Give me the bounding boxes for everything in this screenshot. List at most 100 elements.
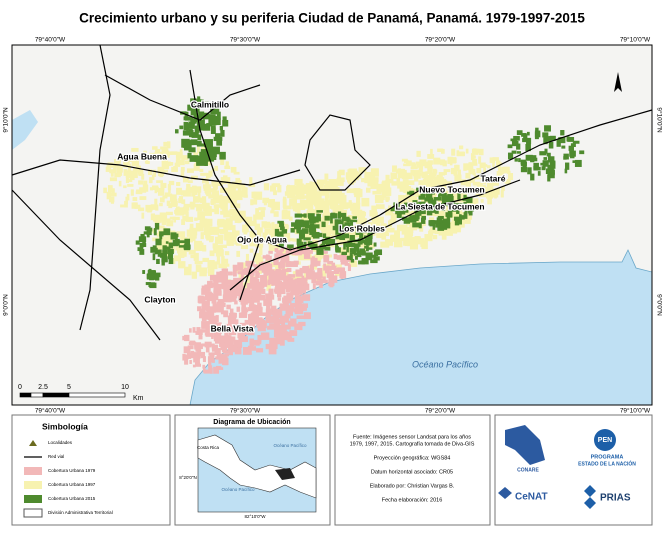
- urban-patch: [234, 347, 242, 355]
- urban-patch: [154, 275, 160, 281]
- urban-patch: [501, 174, 505, 182]
- urban-patch: [242, 309, 249, 313]
- urban-patch: [159, 233, 163, 240]
- urban-patch: [144, 226, 151, 231]
- legend-title: Simbología: [42, 421, 88, 431]
- urban-patch: [167, 184, 172, 191]
- urban-patch: [201, 313, 207, 322]
- urban-patch: [139, 250, 145, 255]
- urban-patch: [213, 366, 220, 374]
- urban-patch: [396, 208, 400, 213]
- urban-patch: [279, 338, 285, 346]
- urban-patch: [418, 196, 426, 200]
- coord-label: 79°20'0"W: [425, 407, 456, 415]
- urban-patch: [324, 193, 329, 200]
- urban-patch: [211, 347, 216, 352]
- urban-patch: [152, 253, 156, 261]
- urban-patch: [199, 168, 204, 173]
- urban-patch: [437, 192, 441, 198]
- urban-patch: [414, 192, 422, 198]
- urban-patch: [255, 241, 264, 248]
- urban-patch: [382, 228, 387, 232]
- urban-patch: [278, 262, 285, 269]
- urban-patch: [227, 184, 237, 189]
- urban-patch: [298, 222, 305, 228]
- urban-patch: [269, 344, 275, 348]
- urban-patch: [460, 186, 466, 193]
- urban-patch: [223, 311, 229, 318]
- urban-patch: [347, 264, 351, 272]
- urban-patch: [178, 261, 186, 269]
- urban-patch: [162, 195, 166, 199]
- urban-patch: [358, 260, 365, 265]
- urban-patch: [183, 346, 191, 354]
- urban-patch: [189, 328, 192, 333]
- urban-patch: [186, 352, 192, 359]
- urban-patch: [441, 194, 447, 201]
- urban-patch: [236, 250, 241, 257]
- urban-patch: [373, 242, 377, 247]
- logo-text: CeNAT: [515, 492, 548, 503]
- urban-patch: [208, 325, 213, 331]
- urban-patch: [276, 310, 283, 319]
- urban-patch: [309, 264, 315, 271]
- urban-patch: [217, 218, 225, 228]
- urban-patch: [153, 228, 157, 236]
- urban-patch: [522, 138, 528, 143]
- urban-patch: [286, 267, 292, 272]
- urban-patch: [332, 232, 336, 238]
- urban-patch: [200, 211, 206, 219]
- urban-patch: [556, 139, 561, 147]
- urban-patch: [341, 251, 347, 256]
- urban-patch: [544, 136, 552, 142]
- urban-patch: [353, 188, 361, 195]
- urban-patch: [414, 215, 419, 221]
- urban-patch: [192, 327, 196, 333]
- urban-patch: [204, 291, 212, 301]
- urban-patch: [289, 330, 298, 336]
- urban-patch: [463, 212, 468, 219]
- urban-patch: [226, 239, 232, 246]
- urban-patch: [176, 231, 186, 238]
- urban-patch: [175, 129, 179, 134]
- urban-patch: [400, 209, 406, 215]
- urban-patch: [429, 210, 435, 213]
- urban-patch: [197, 191, 201, 199]
- urban-patch: [407, 191, 413, 195]
- urban-patch: [428, 217, 435, 223]
- urban-patch: [143, 180, 148, 185]
- urban-patch: [465, 148, 469, 154]
- urban-patch: [568, 145, 574, 151]
- urban-patch: [169, 194, 177, 202]
- urban-patch: [309, 241, 314, 249]
- urban-patch: [199, 271, 207, 277]
- logo-text: PRIAS: [600, 493, 631, 504]
- urban-patch: [230, 166, 237, 173]
- urban-patch: [444, 195, 449, 200]
- urban-patch: [324, 254, 329, 263]
- urban-patch: [260, 210, 265, 217]
- urban-patch: [171, 198, 176, 206]
- urban-patch: [235, 181, 240, 189]
- urban-patch: [471, 155, 476, 159]
- urban-patch: [188, 264, 192, 269]
- urban-patch: [341, 267, 346, 274]
- urban-patch: [430, 194, 437, 200]
- urban-patch: [204, 186, 211, 194]
- urban-patch: [228, 232, 238, 241]
- urban-patch: [359, 233, 364, 239]
- urban-patch: [176, 187, 182, 195]
- urban-patch: [563, 156, 567, 160]
- urban-patch: [356, 195, 361, 205]
- urban-patch: [282, 198, 287, 208]
- urban-patch: [548, 138, 556, 141]
- urban-patch: [364, 171, 372, 180]
- urban-patch: [196, 327, 201, 335]
- urban-patch: [326, 199, 333, 206]
- urban-patch: [277, 231, 282, 237]
- urban-patch: [437, 180, 443, 185]
- urban-patch: [530, 157, 538, 162]
- urban-patch: [336, 197, 345, 204]
- urban-patch: [116, 168, 121, 176]
- urban-patch: [260, 332, 270, 340]
